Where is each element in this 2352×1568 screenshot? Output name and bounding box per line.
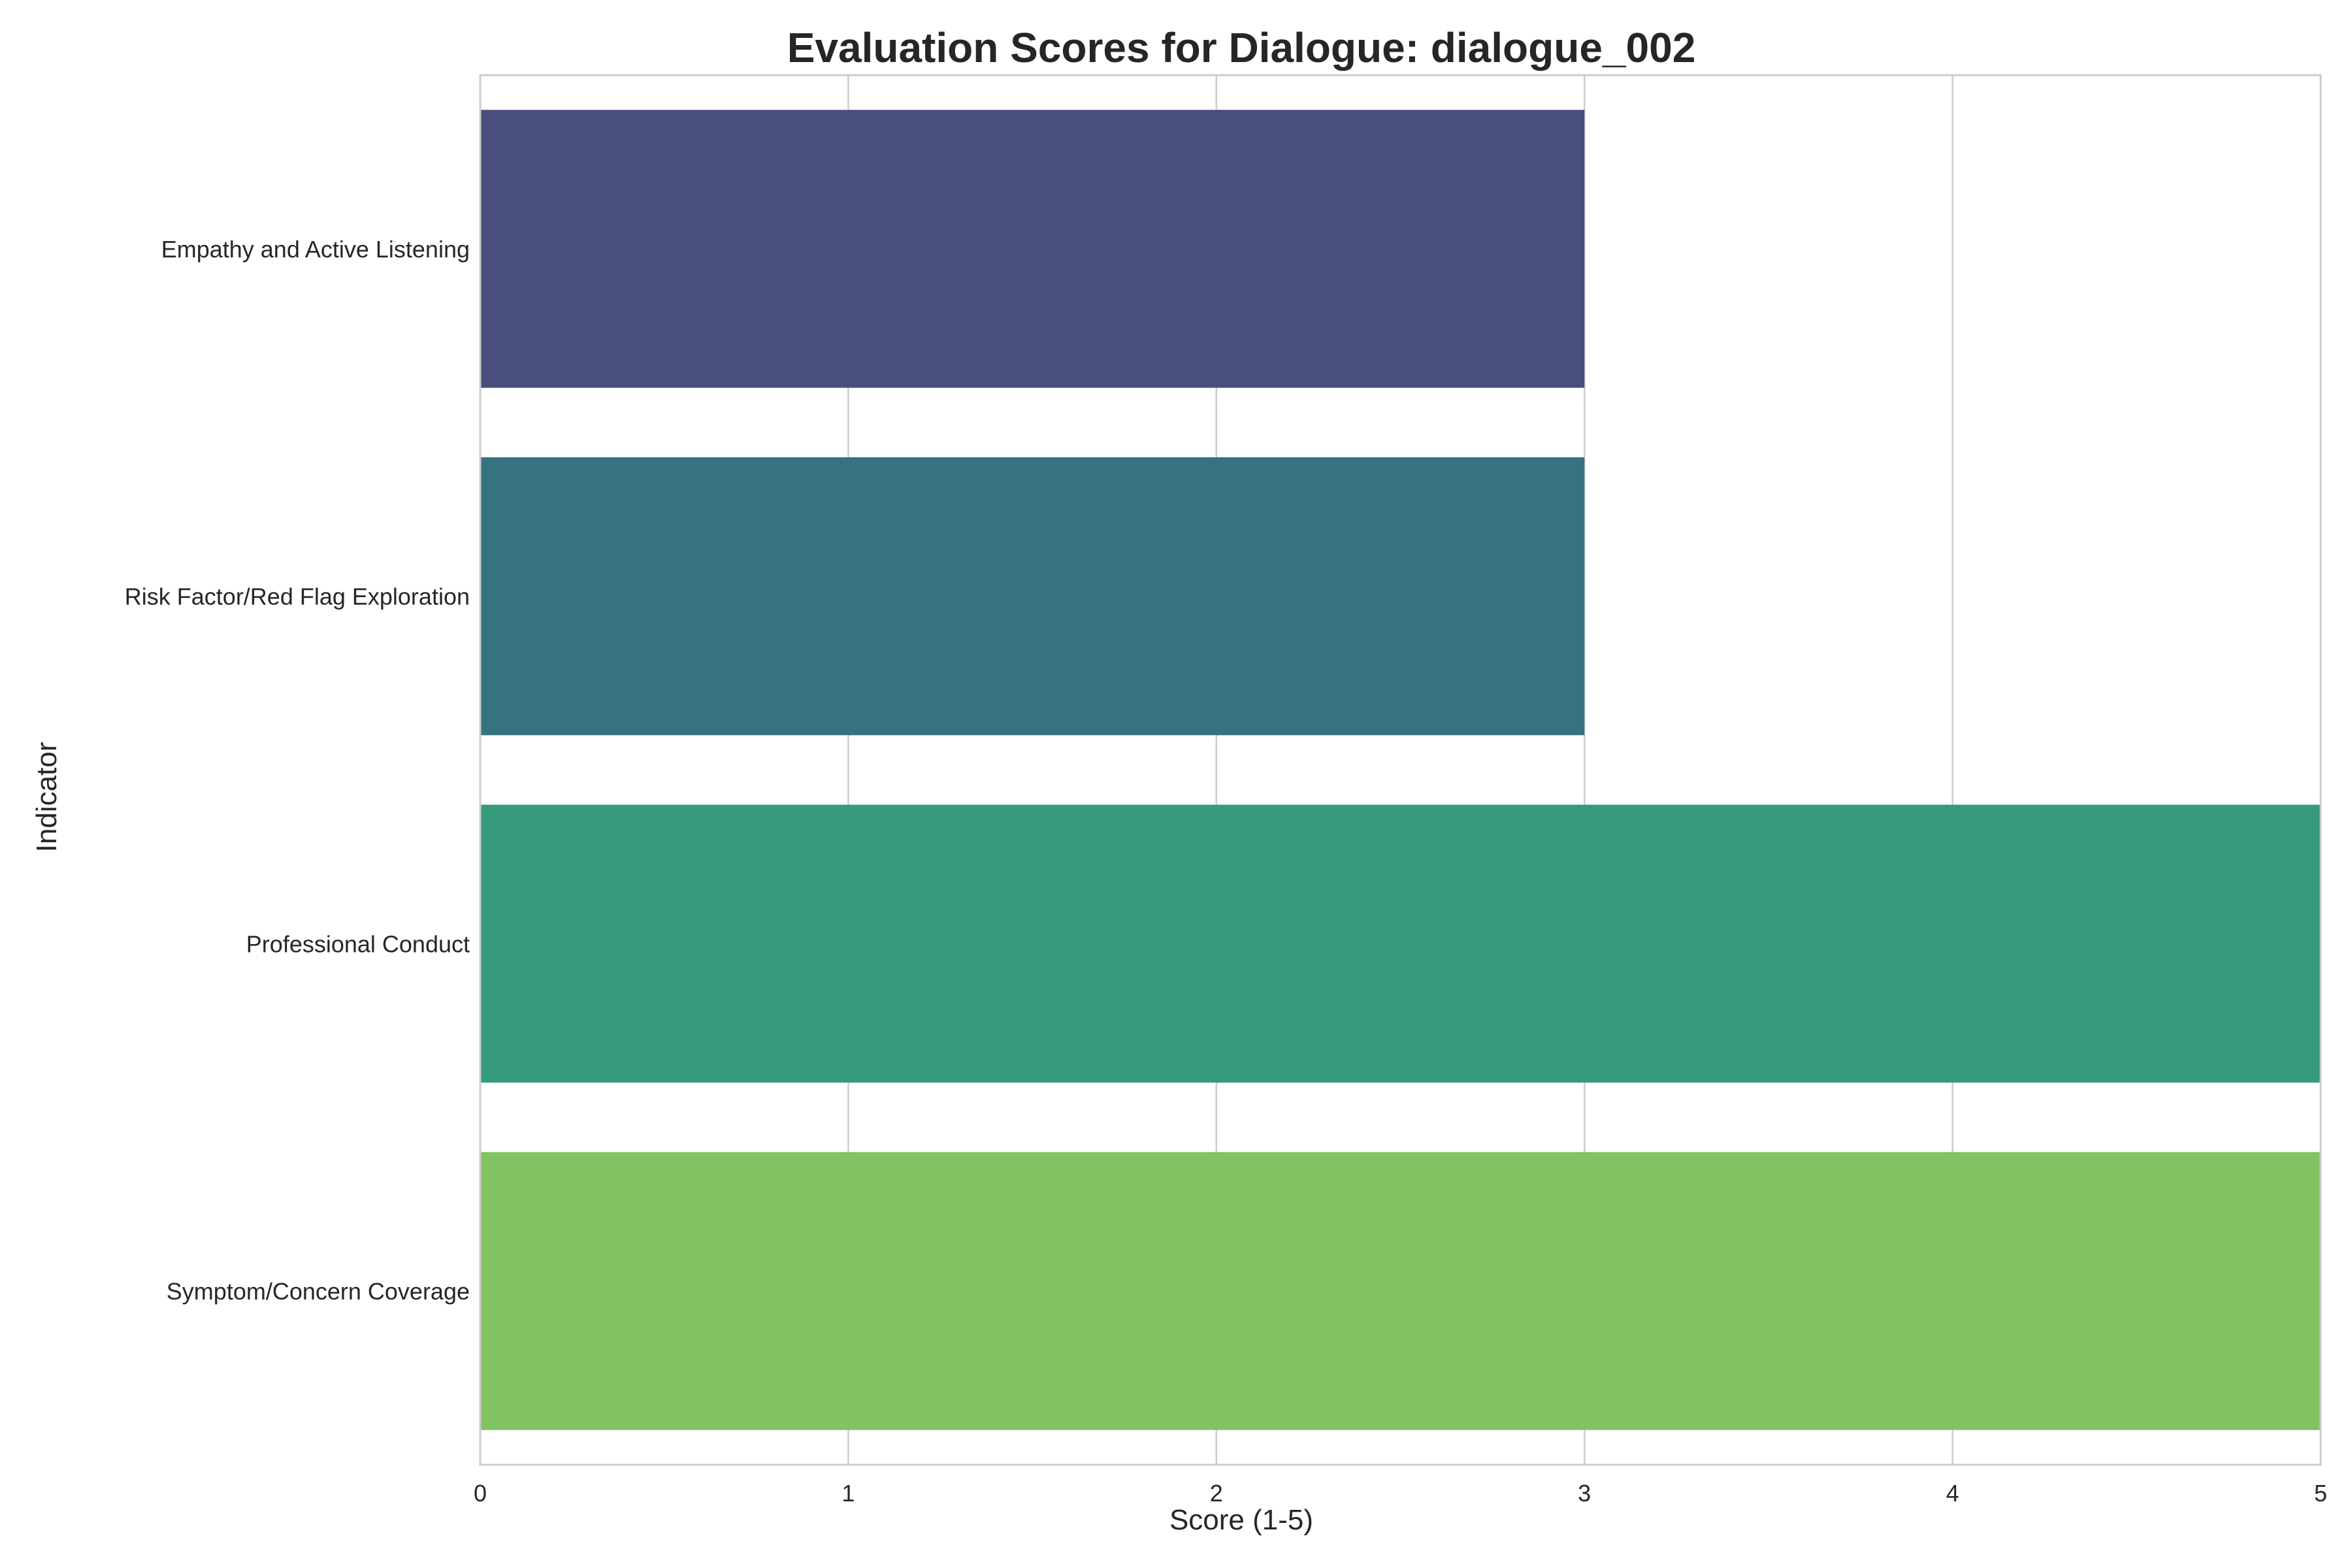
x-tick-label: 4 xyxy=(1946,1480,1959,1507)
chart-title: Evaluation Scores for Dialogue: dialogue… xyxy=(787,24,1696,71)
x-tick-label: 2 xyxy=(1210,1480,1223,1507)
y-tick-label: Professional Conduct xyxy=(246,930,470,957)
bar xyxy=(480,457,1585,736)
bars xyxy=(480,110,2321,1430)
y-tick-label: Risk Factor/Red Flag Exploration xyxy=(125,583,470,610)
x-tick-label: 5 xyxy=(2314,1480,2327,1507)
bar xyxy=(480,110,1585,388)
x-tick-label: 1 xyxy=(841,1480,855,1507)
plot-frame xyxy=(479,74,2322,1466)
y-axis-label: Indicator xyxy=(31,742,63,853)
y-tick-labels: Empathy and Active Listening Risk Factor/… xyxy=(125,236,470,1305)
x-tick-label: 0 xyxy=(474,1480,487,1507)
y-tick-label: Symptom/Concern Coverage xyxy=(167,1278,470,1305)
bar xyxy=(480,804,2321,1083)
y-tick-label: Empathy and Active Listening xyxy=(161,236,470,263)
x-axis-label: Score (1-5) xyxy=(1169,1504,1313,1536)
bar xyxy=(480,1152,2321,1430)
x-tick-labels: 0 1 2 3 4 5 xyxy=(474,1480,2327,1507)
x-tick-label: 3 xyxy=(1578,1480,1591,1507)
